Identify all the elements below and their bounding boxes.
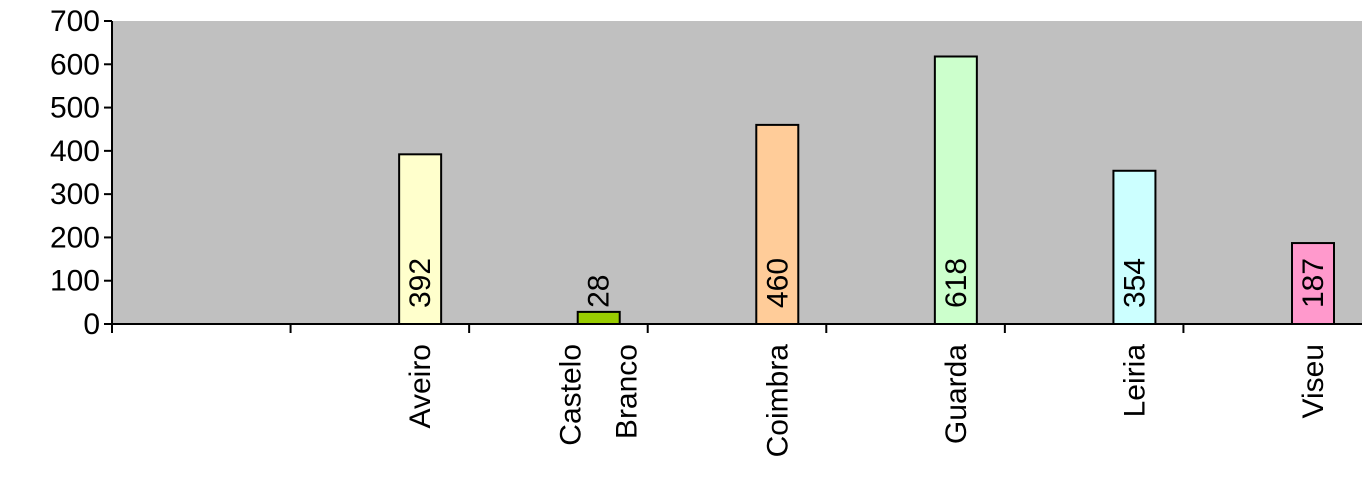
bar bbox=[755, 123, 800, 325]
category-label: Aveiro bbox=[404, 344, 437, 429]
y-tick-label: 600 bbox=[50, 48, 100, 81]
bar bbox=[576, 310, 621, 326]
data-label: 392 bbox=[404, 258, 437, 308]
bar bbox=[1291, 242, 1335, 325]
category-label: Leiria bbox=[1118, 344, 1151, 418]
category-label: Viseu bbox=[1297, 344, 1330, 419]
y-tick-label: 300 bbox=[50, 178, 100, 211]
y-axis: 0 100 200 300 400 500 600 700 bbox=[50, 5, 113, 341]
y-tick-label: 100 bbox=[50, 265, 100, 298]
data-label: 460 bbox=[761, 258, 794, 308]
y-tick-label: 200 bbox=[50, 221, 100, 254]
y-tick-label: 500 bbox=[50, 92, 100, 125]
category-label: Guarda bbox=[940, 344, 973, 444]
x-axis bbox=[111, 323, 1362, 333]
category-label: Coimbra bbox=[761, 344, 794, 458]
y-tick-label: 400 bbox=[50, 135, 100, 168]
y-tick-label: 700 bbox=[50, 5, 100, 38]
y-tick-label: 0 bbox=[83, 308, 100, 341]
bar bbox=[398, 153, 443, 325]
category-label: Castelo bbox=[555, 344, 588, 446]
data-labels: 392 28 460 618 354 187 bbox=[404, 258, 1330, 308]
category-labels: Aveiro Castelo Branco Coimbra Guarda Leiria Vi… bbox=[404, 344, 1330, 458]
category-label: Branco bbox=[611, 344, 644, 439]
data-label: 187 bbox=[1297, 258, 1330, 308]
bars bbox=[398, 55, 1335, 326]
data-label: 354 bbox=[1118, 258, 1151, 308]
data-label: 28 bbox=[583, 275, 616, 308]
plot-area bbox=[112, 21, 1362, 324]
bar bbox=[933, 55, 978, 325]
bar bbox=[1112, 169, 1157, 325]
data-label: 618 bbox=[940, 258, 973, 308]
